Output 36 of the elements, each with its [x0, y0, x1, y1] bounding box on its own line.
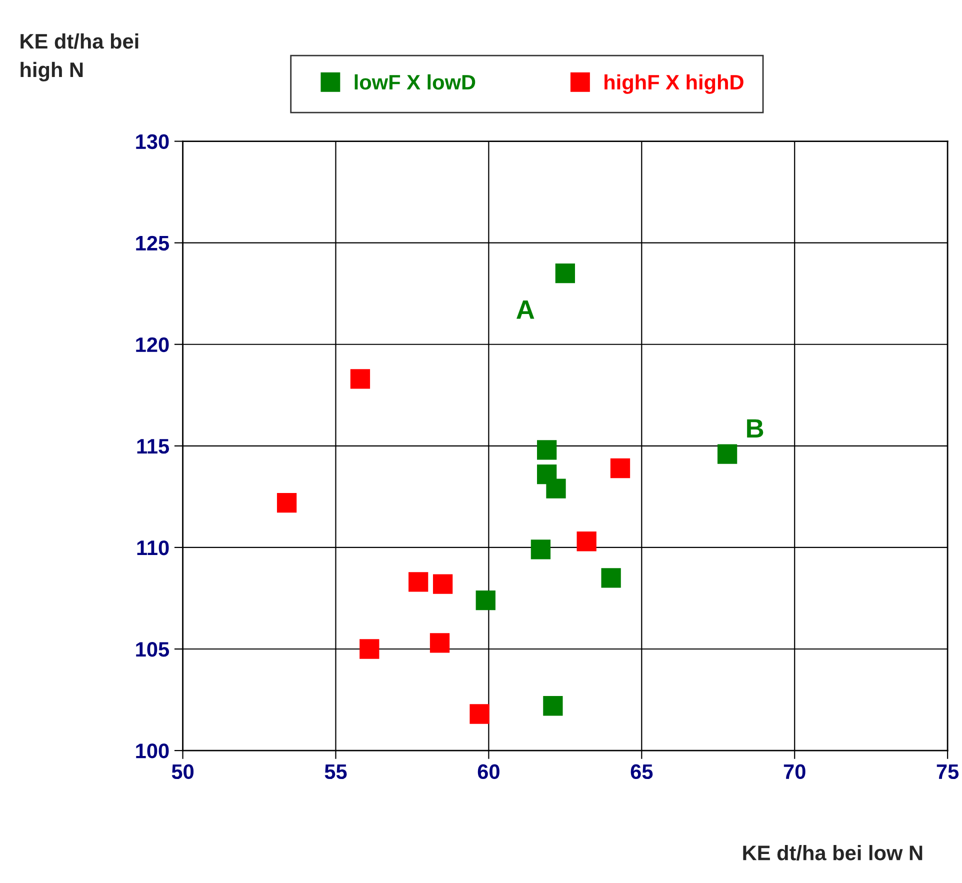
- point: [546, 478, 566, 498]
- point: [430, 633, 450, 653]
- point: [470, 704, 490, 724]
- x-tick-label: 55: [324, 764, 347, 780]
- point: [408, 572, 428, 592]
- y-tick-label: 130: [136, 134, 169, 150]
- y-tick-label: 125: [136, 236, 170, 251]
- annotation: B: [747, 419, 764, 438]
- y-tick-label: 110: [137, 540, 169, 556]
- y-tick-label: 105: [136, 642, 170, 657]
- x-tick-label: 65: [630, 764, 653, 780]
- point: [537, 440, 557, 460]
- point: [530, 540, 551, 560]
- point: [601, 568, 621, 588]
- x-axis-title: KE dt/ha bei low N: [743, 845, 922, 861]
- point: [576, 532, 596, 552]
- point: [717, 444, 738, 464]
- point: [476, 590, 496, 610]
- point: [432, 574, 453, 594]
- point: [543, 696, 563, 716]
- y-tick-label: 100: [136, 744, 169, 758]
- point: [610, 458, 630, 478]
- point: [350, 369, 370, 389]
- y-tick-label: 120: [136, 337, 169, 352]
- point: [276, 492, 297, 513]
- legend-label: lowF X lowD: [354, 74, 476, 90]
- x-tick-label: 50: [172, 764, 194, 780]
- annotation: A: [516, 300, 534, 319]
- y-tick-label: 115: [137, 439, 170, 454]
- x-tick-label: 75: [936, 764, 959, 780]
- legend-label: highF X highD: [604, 74, 744, 94]
- x-tick-label: 70: [784, 764, 806, 780]
- point: [555, 263, 575, 284]
- x-tick-label: 60: [478, 764, 500, 780]
- point: [360, 639, 380, 659]
- y-axis-title: KE dt/ha bei high N: [20, 33, 138, 82]
